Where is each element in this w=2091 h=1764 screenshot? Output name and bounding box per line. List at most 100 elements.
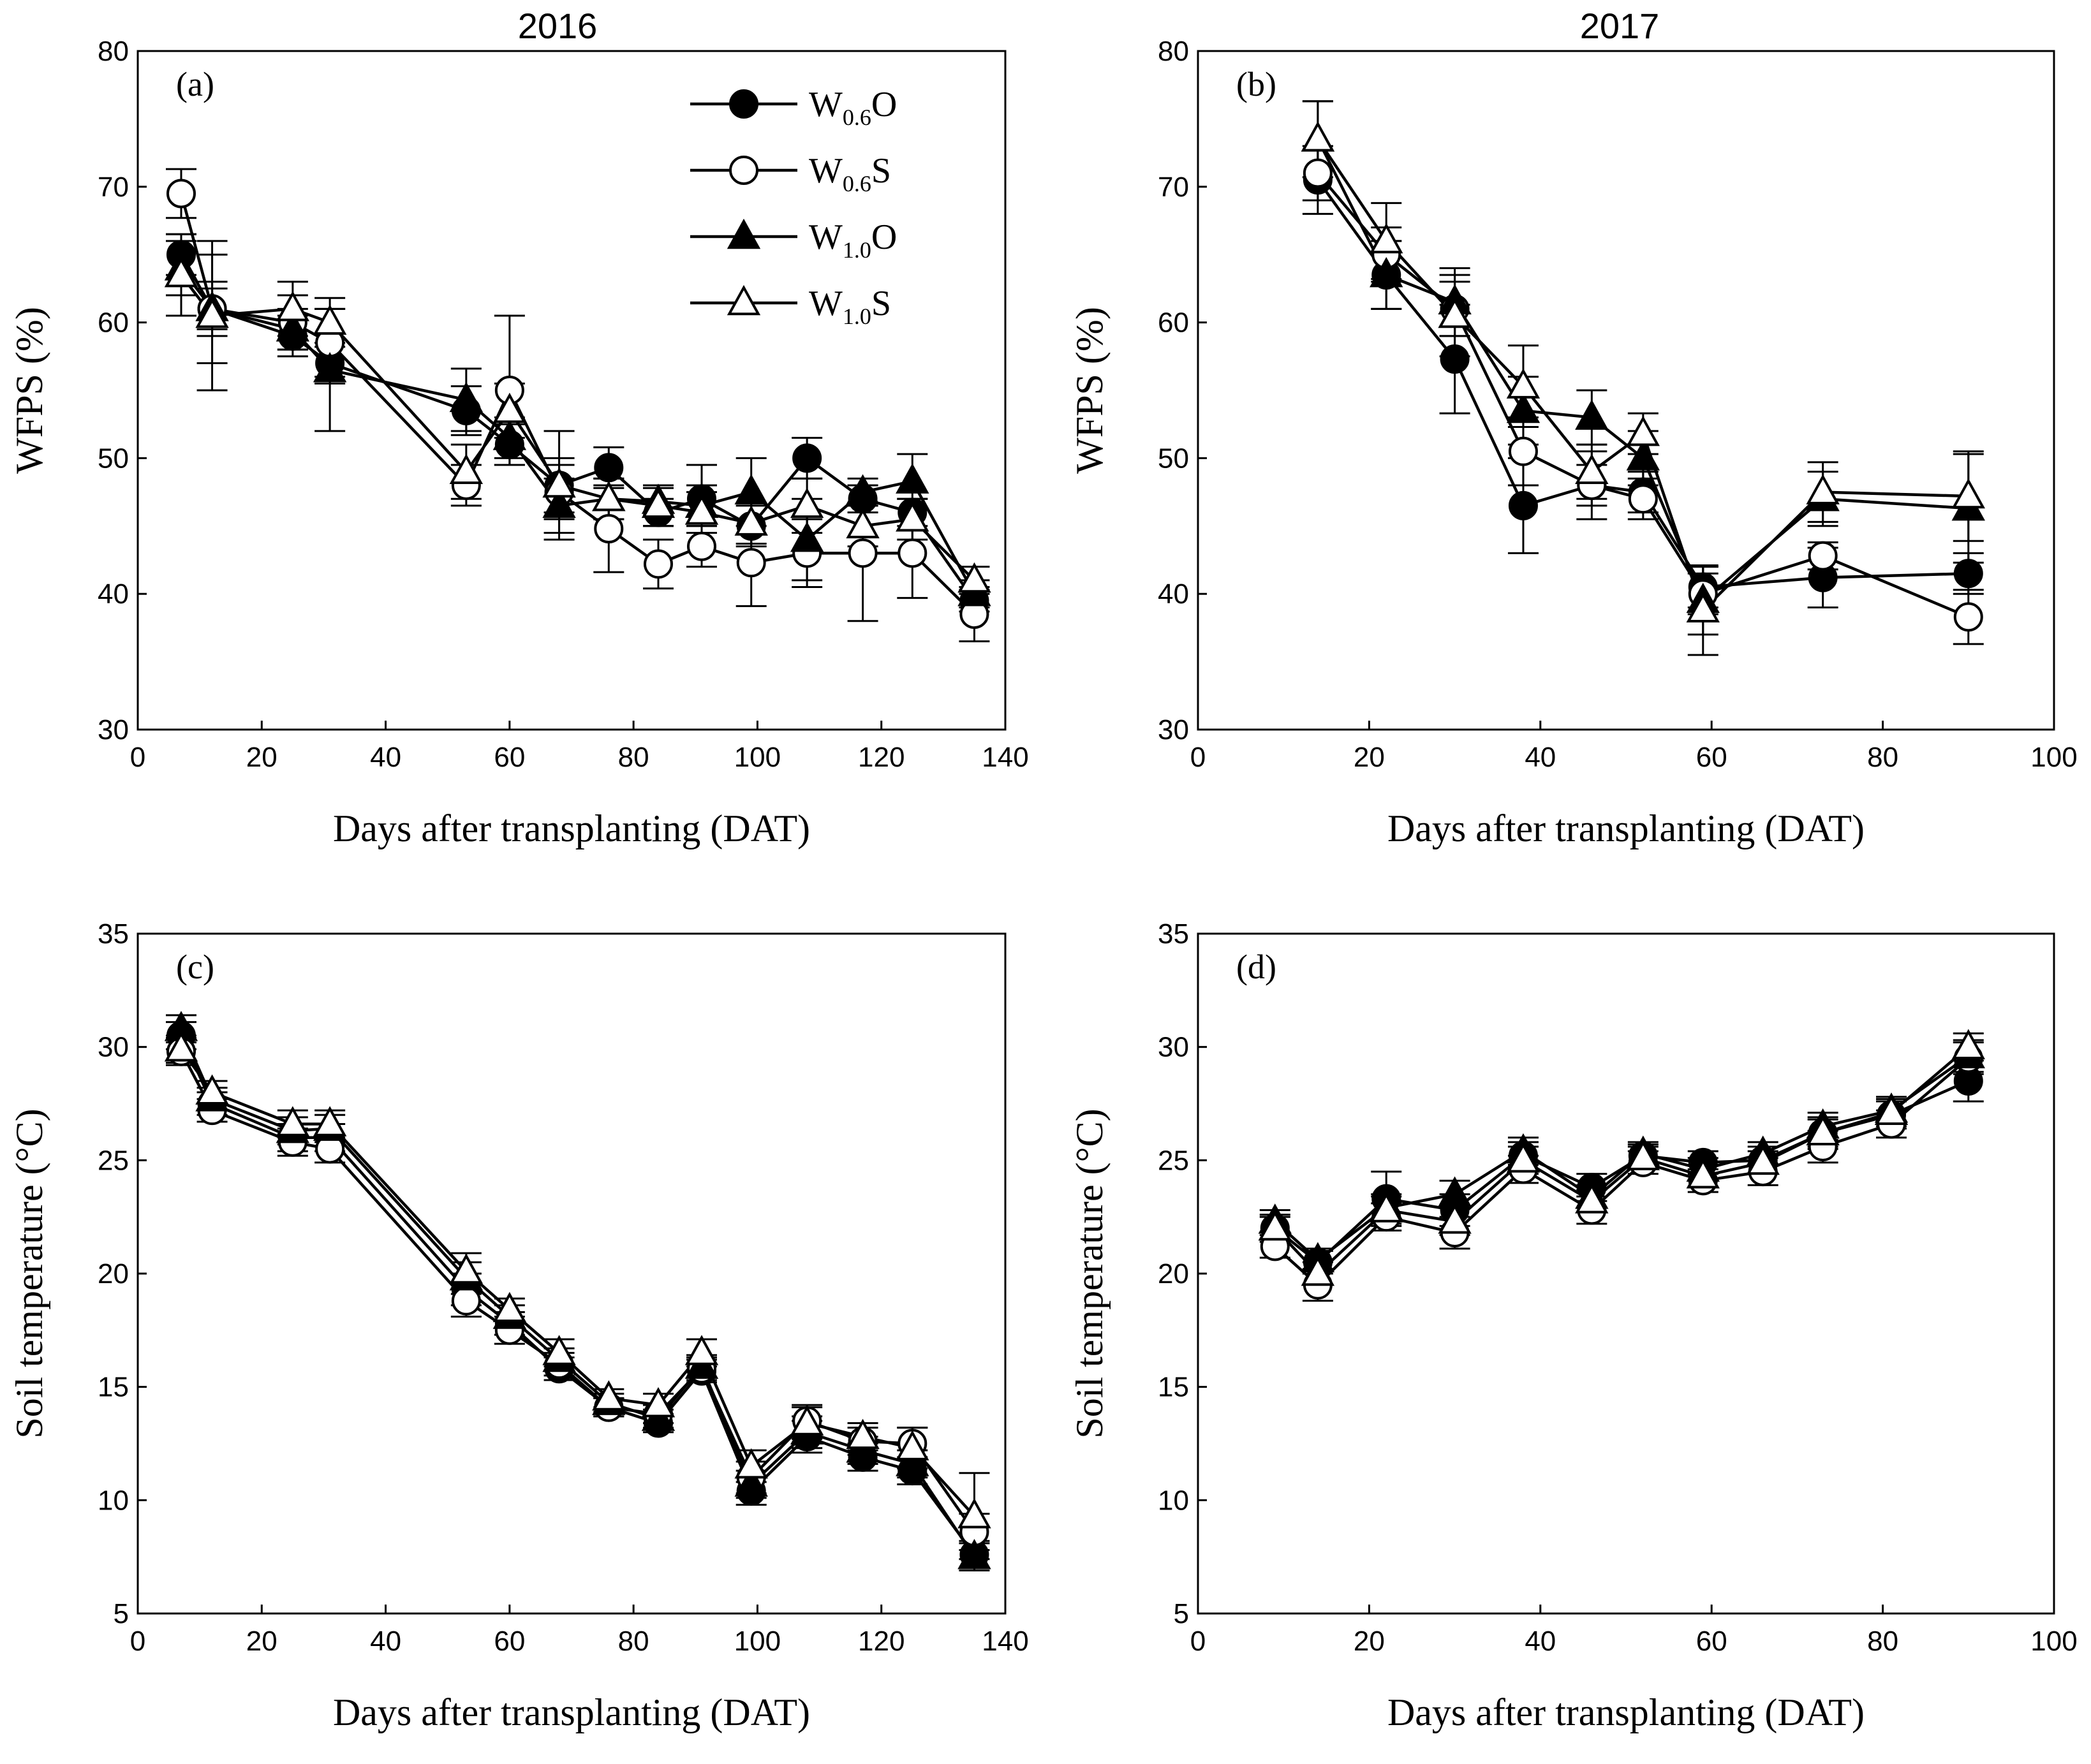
- y-tick-label: 10: [98, 1485, 129, 1516]
- data-point: [1686, 592, 1720, 623]
- y-tick-label: 15: [1158, 1372, 1189, 1403]
- panel-tag: (a): [176, 65, 214, 103]
- data-point: [449, 381, 484, 413]
- markers-W1.0S: [1258, 1029, 1985, 1286]
- data-point: [792, 443, 822, 473]
- y-tick-label: 25: [98, 1145, 129, 1176]
- data-point: [594, 514, 624, 544]
- data-point: [1686, 1158, 1720, 1189]
- x-tick-label: 140: [982, 742, 1028, 773]
- series-W1.0O: [1302, 100, 1984, 636]
- data-point: [641, 487, 676, 518]
- y-axis-label: WFPS (%): [1068, 307, 1111, 474]
- series-W1.0S: [1302, 100, 1984, 656]
- data-point: [1508, 490, 1538, 520]
- data-point: [1506, 1142, 1541, 1173]
- panel-d: 0 20 40 60 80 100 5 10 15 20 25 30 35 Days after tran…: [1068, 918, 2078, 1733]
- data-point: [1626, 440, 1660, 471]
- series-line-W1.0O: [179, 1028, 976, 1558]
- y-tick-label: 5: [114, 1598, 129, 1629]
- data-point: [1575, 453, 1609, 484]
- x-tick-label: 60: [494, 1626, 525, 1657]
- data-point: [1303, 158, 1333, 188]
- data-point: [896, 501, 929, 532]
- x-tick-label: 60: [1696, 1626, 1727, 1657]
- y-tick-label: 15: [98, 1372, 129, 1403]
- data-point: [898, 538, 927, 568]
- x-tick-label: 140: [982, 1626, 1028, 1657]
- series-line-W1.0S: [1274, 1045, 1970, 1275]
- y-tick-label: 25: [1158, 1145, 1189, 1176]
- data-point: [1370, 1192, 1403, 1223]
- series-line-W1.0O: [1316, 138, 1969, 603]
- data-point: [1628, 484, 1658, 514]
- data-point: [1626, 415, 1660, 446]
- panel-tag: (c): [176, 948, 214, 986]
- y-tick-label: 70: [1158, 172, 1189, 203]
- legend: W0.6O W0.6S W1.0O W1.0S: [690, 85, 897, 329]
- x-axis-label: Days after transplanting (DAT): [1387, 807, 1865, 849]
- markers-W1.0O: [164, 1011, 991, 1569]
- series-line-W1.0S: [1317, 138, 1969, 612]
- y-tick-label: 10: [1158, 1485, 1189, 1516]
- plot-frame: [1197, 50, 2055, 731]
- x-axis-label: Days after transplanting (DAT): [333, 807, 810, 849]
- series-W1.0S: [1259, 1032, 1984, 1286]
- x-tick-label: 40: [1525, 742, 1556, 773]
- y-axis-label: Soil temperature (°C): [8, 1108, 50, 1438]
- markers-W0.6S: [1303, 158, 1983, 632]
- y-tick-label: 40: [98, 578, 129, 610]
- data-point: [1370, 223, 1403, 254]
- data-point: [492, 420, 527, 450]
- data-point: [684, 494, 719, 525]
- legend-label: W0.6O: [809, 85, 897, 130]
- data-point: [164, 1031, 198, 1062]
- markers-W1.0O: [1301, 121, 1985, 614]
- data-point: [594, 453, 624, 483]
- y-tick-label: 50: [1158, 443, 1189, 474]
- data-point: [734, 505, 768, 536]
- series-line-W0.6S: [1317, 172, 1969, 619]
- data-point: [542, 487, 576, 518]
- data-point: [449, 1253, 484, 1284]
- data-point: [641, 1386, 676, 1418]
- x-axis-label: Days after transplanting (DAT): [333, 1691, 810, 1733]
- y-tick-label: 30: [1158, 1032, 1189, 1063]
- markers-W1.0O: [1258, 1038, 1985, 1272]
- x-axis-label: Days after transplanting (DAT): [1387, 1691, 1865, 1733]
- data-point: [1806, 474, 1840, 504]
- x-tick-label: 40: [370, 742, 401, 773]
- x-tick-label: 60: [1696, 742, 1727, 773]
- data-point: [1301, 1255, 1335, 1286]
- x-tick-label: 40: [370, 1626, 401, 1657]
- data-point: [449, 453, 484, 484]
- panel-b: 0 20 40 60 80 100 30 40 50 60 70 80 Days after trans…: [1068, 36, 2078, 849]
- markers-W1.0S: [164, 1031, 991, 1529]
- data-point: [276, 291, 310, 321]
- legend-marker: [729, 89, 758, 119]
- data-point: [164, 256, 198, 288]
- x-tick-label: 0: [1190, 742, 1206, 773]
- y-tick-label: 35: [1158, 918, 1189, 950]
- x-tick-label: 100: [734, 742, 781, 773]
- x-tick-label: 100: [2030, 742, 2077, 773]
- panel-a: 0 20 40 60 80 100 120 140 30 40 50 60 70 80 Days after…: [8, 36, 1029, 849]
- data-point: [1806, 1115, 1840, 1145]
- series-W0.6O: [1259, 1059, 1984, 1275]
- data-point: [734, 1466, 768, 1497]
- y-axis-label: WFPS (%): [8, 307, 50, 474]
- data-point: [1746, 1144, 1780, 1175]
- data-point: [846, 474, 880, 504]
- x-tick-label: 40: [1525, 1626, 1556, 1657]
- data-point: [846, 1418, 880, 1450]
- series-line-W0.6O: [1317, 179, 1969, 589]
- data-point: [896, 1430, 929, 1460]
- panel-c: 0 20 40 60 80 100 120 140 5 10 15 20 25 30 35 Days afte…: [8, 918, 1029, 1733]
- data-point: [734, 1448, 768, 1479]
- data-point: [542, 467, 576, 498]
- data-point: [1626, 1140, 1660, 1171]
- x-tick-label: 20: [246, 742, 277, 773]
- series-W0.6S: [1302, 145, 1984, 645]
- x-tick-label: 0: [130, 742, 145, 773]
- x-tick-label: 100: [2030, 1626, 2077, 1657]
